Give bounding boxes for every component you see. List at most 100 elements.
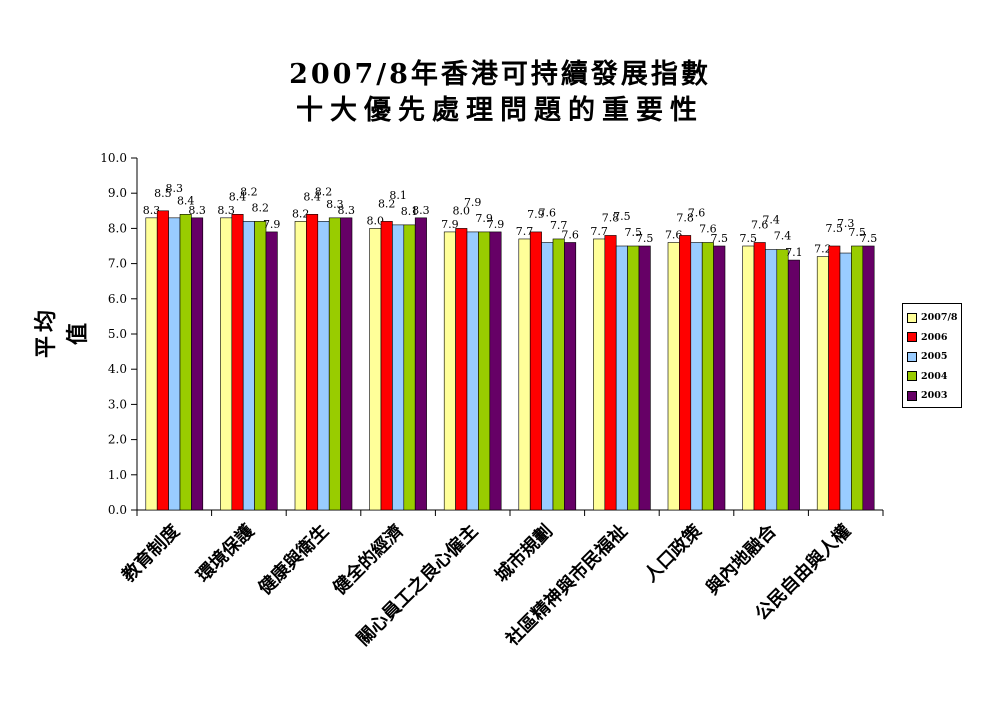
legend-swatch [907,390,917,401]
data-label: 7.5 [860,232,878,245]
data-label: 8.4 [229,190,247,203]
bar [466,231,479,511]
data-label: 8.3 [166,182,184,195]
data-label: 7.5 [613,210,631,223]
data-label: 7.9 [487,218,505,231]
bar [816,256,829,511]
legend-swatch [907,332,917,343]
legend-swatch [907,312,917,323]
data-label: 8.5 [154,187,172,200]
bar [679,235,692,511]
data-label: 8.1 [401,205,419,218]
data-label: 7.9 [527,208,545,221]
x-category-label: 與內地融合 [701,519,781,599]
bar [564,242,577,511]
y-tick-label: 5.0 [108,327,127,341]
bar [220,217,233,511]
bar [787,259,800,511]
data-label: 8.3 [326,198,344,211]
y-tick-label: 7.0 [108,257,127,271]
chart-title-line-2: 十大優先處理問題的重要性 [296,95,704,126]
bar [765,249,778,511]
legend-item: 2004 [907,367,961,387]
data-label: 7.6 [699,222,717,235]
data-label: 7.7 [590,225,608,238]
bar [369,228,382,511]
bar [414,217,427,511]
bar [231,214,244,511]
legend-item: 2007/8 [907,308,961,328]
bar [191,217,204,511]
bar [168,217,181,511]
legend-label: 2004 [921,370,948,382]
data-label: 8.3 [143,204,161,217]
bar [489,231,502,511]
bar [667,242,680,511]
legend-label: 2003 [921,390,948,402]
bar [294,221,307,511]
data-label: 7.6 [665,228,683,241]
bar [306,214,319,511]
data-label: 8.3 [217,204,235,217]
x-category-label: 環境保護 [192,519,259,586]
data-label: 8.3 [412,204,430,217]
data-label: 7.5 [740,232,758,245]
bar [604,235,617,511]
x-category-label: 人口政策 [640,519,707,586]
legend-item: 2005 [907,347,961,367]
y-tick-label: 1.0 [108,468,127,482]
data-label: 8.1 [389,189,407,202]
bar [242,221,255,511]
y-tick-label: 3.0 [108,397,127,411]
data-label: 7.4 [774,230,792,243]
legend-swatch [907,351,917,362]
legend-label: 2007/8 [921,312,958,324]
bar [593,238,606,511]
data-label: 8.2 [240,185,258,198]
x-category-label: 教育制度 [117,519,184,586]
data-label: 8.0 [453,204,471,217]
data-label: 8.2 [378,197,396,210]
chart-title-line-1: 2007/8年香港可持續發展指數 [289,59,711,90]
chart-legend: 2007/8 2006 2005 2004 2003 [902,303,962,408]
bar [862,245,875,511]
bar [254,221,267,511]
y-tick-label: 4.0 [108,362,127,376]
data-label: 8.2 [292,207,310,220]
bar [179,214,192,511]
legend-item: 2006 [907,328,961,348]
data-label: 7.5 [625,226,643,239]
bar [392,224,405,511]
data-label: 7.9 [475,212,493,225]
bar [317,221,330,511]
bar [340,217,353,511]
y-tick-label: 8.0 [108,221,127,235]
y-tick-label: 9.0 [108,186,127,200]
data-label: 7.5 [848,226,866,239]
x-category-label: 健康與衛生 [254,520,333,599]
data-label: 7.9 [464,196,482,209]
legend-label: 2006 [921,331,948,343]
data-label: 7.7 [516,225,534,238]
bar [742,245,755,511]
bar [615,245,628,511]
data-label: 8.4 [303,190,321,203]
bar [403,224,416,511]
data-label: 7.5 [711,232,729,245]
x-category-label: 健全的經濟 [328,520,407,599]
data-label: 7.7 [550,219,568,232]
data-label: 7.6 [561,228,579,241]
data-label: 7.5 [826,222,844,235]
data-label: 7.6 [751,218,769,231]
bar [380,221,393,511]
bar [478,231,491,511]
x-category-label: 社區精神與市民福祉 [501,520,631,650]
bar [265,231,278,511]
x-category-label: 城市規劃 [490,520,556,586]
data-label: 7.9 [441,218,459,231]
bar [690,242,703,511]
data-label: 7.8 [602,211,620,224]
y-tick-label: 0.0 [108,503,127,517]
data-label: 8.4 [177,194,195,207]
legend-label: 2005 [921,351,948,363]
